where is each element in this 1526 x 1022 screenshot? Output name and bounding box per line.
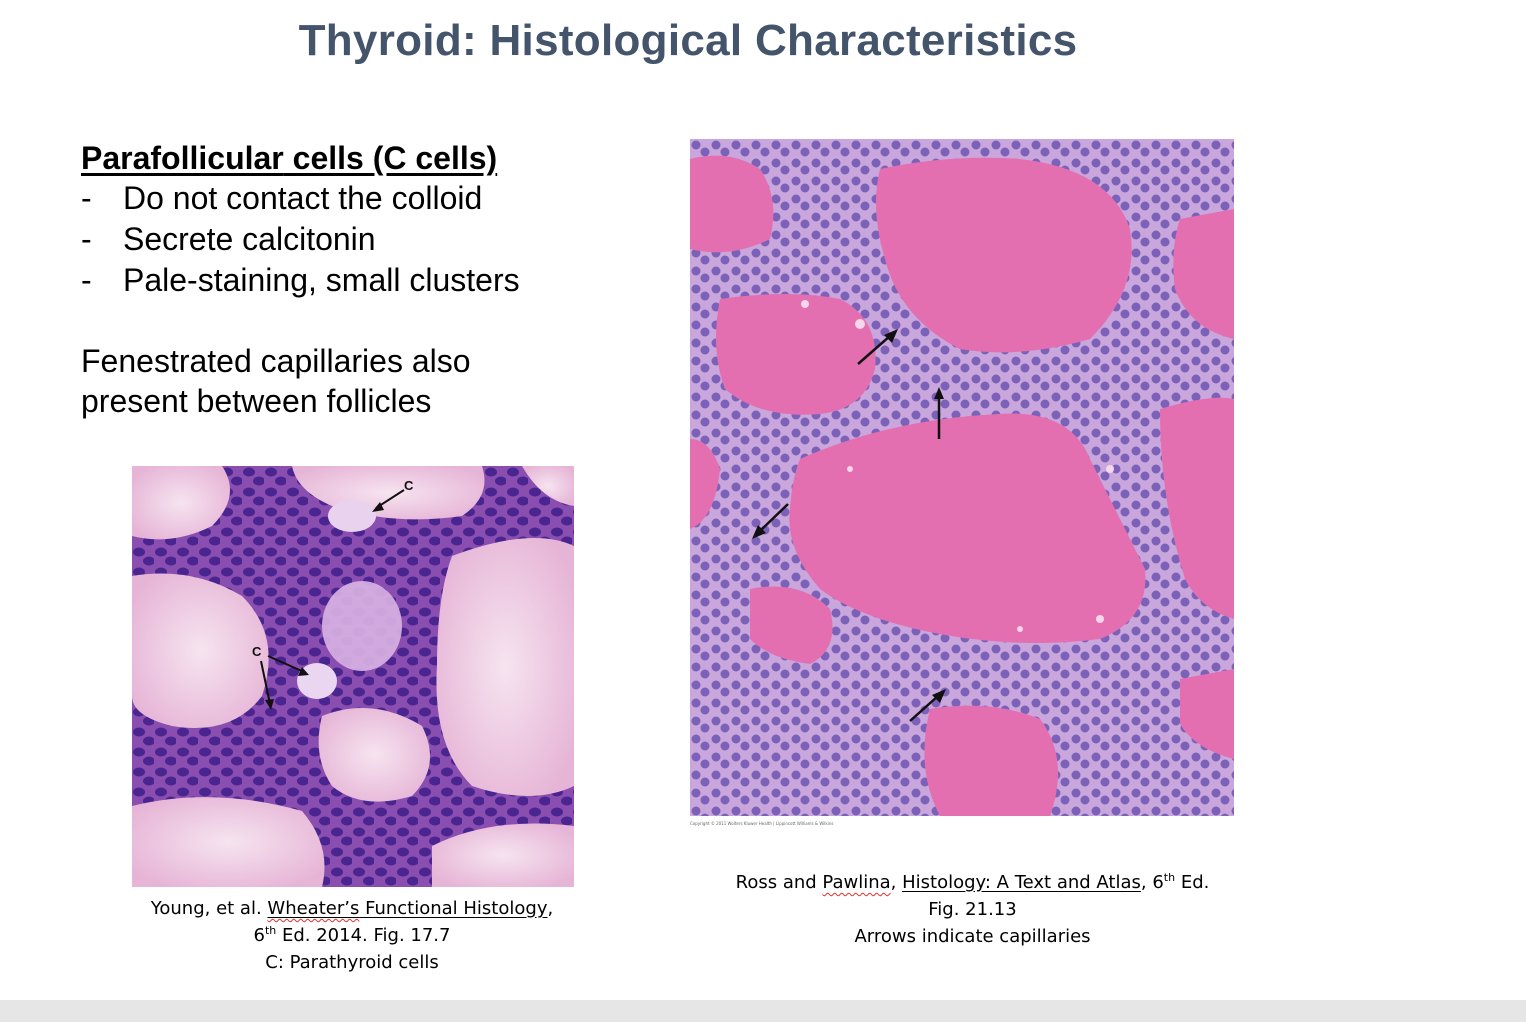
bullet-dash: -: [81, 221, 92, 257]
caption-text: Ross and: [735, 872, 823, 893]
slide-title: Thyroid: Histological Characteristics: [298, 16, 1078, 65]
caption-text: Ed.: [1175, 872, 1210, 893]
copyright-note: Copyright © 2011 Wolters Kluwer Health |…: [690, 821, 834, 826]
paragraph-line: present between follicles: [81, 383, 432, 419]
bullet-text: Pale-staining, small clusters: [123, 262, 520, 298]
caption-text: Ed. 2014. Fig. 17.7: [276, 925, 451, 946]
caption-text: Young, et al.: [150, 898, 268, 919]
caption-text: ,: [890, 872, 903, 893]
caption-line: C: Parathyroid cells: [265, 952, 439, 973]
caption-book-title-part: Functional Histology: [359, 898, 548, 919]
right-figure-caption: Ross and Pawlina, Histology: A Text and …: [700, 869, 1245, 950]
bullet-text: Secrete calcitonin: [123, 221, 376, 257]
micrograph-parafollicular-cells: C C: [132, 466, 574, 887]
caption-line: Young, et al. Wheater’s Functional Histo…: [122, 895, 582, 922]
label-c-left: C: [252, 644, 262, 659]
caption-text: 6: [253, 925, 265, 946]
bullet-dash: -: [81, 180, 92, 216]
bullet-block: Parafollicular cells (C cells) - Do not …: [81, 138, 641, 421]
left-figure-caption: Young, et al. Wheater’s Functional Histo…: [122, 895, 582, 976]
caption-book-title: Wheater’s Functional Histology: [267, 898, 547, 919]
label-c-top: C: [404, 478, 414, 493]
heading-rest: cells (C cells): [283, 140, 498, 176]
bottom-bar: [0, 1000, 1526, 1022]
caption-line: Fig. 21.13: [928, 899, 1017, 920]
caption-superscript: th: [1163, 871, 1176, 884]
bullet-item: - Pale-staining, small clusters: [81, 260, 641, 301]
heading-word-parafollicular: Parafollicular: [81, 140, 284, 176]
caption-line: 6th Ed. 2014. Fig. 17.7: [122, 922, 582, 949]
bullet-text: Do not contact the colloid: [123, 180, 483, 216]
caption-book-title-part: Wheater’s: [267, 898, 360, 919]
micrograph-thyroid-follicles: [690, 139, 1234, 816]
caption-line: Ross and Pawlina, Histology: A Text and …: [700, 869, 1245, 896]
caption-author: Pawlina: [822, 872, 891, 893]
capillary-paragraph: Fenestrated capillaries also present bet…: [81, 341, 641, 421]
bullet-item: - Do not contact the colloid: [81, 178, 641, 219]
paragraph-line: Fenestrated capillaries also: [81, 343, 471, 379]
caption-text: ,: [547, 898, 554, 919]
section-heading: Parafollicular cells (C cells): [81, 138, 641, 178]
bullet-dash: -: [81, 262, 92, 298]
caption-book-title: Histology: A Text and Atlas: [902, 872, 1141, 893]
bullet-item: - Secrete calcitonin: [81, 219, 641, 260]
caption-text: , 6: [1140, 872, 1164, 893]
caption-line: Arrows indicate capillaries: [854, 926, 1091, 947]
caption-superscript: th: [264, 924, 277, 937]
slide: Thyroid: Histological Characteristics Pa…: [81, 16, 1245, 976]
